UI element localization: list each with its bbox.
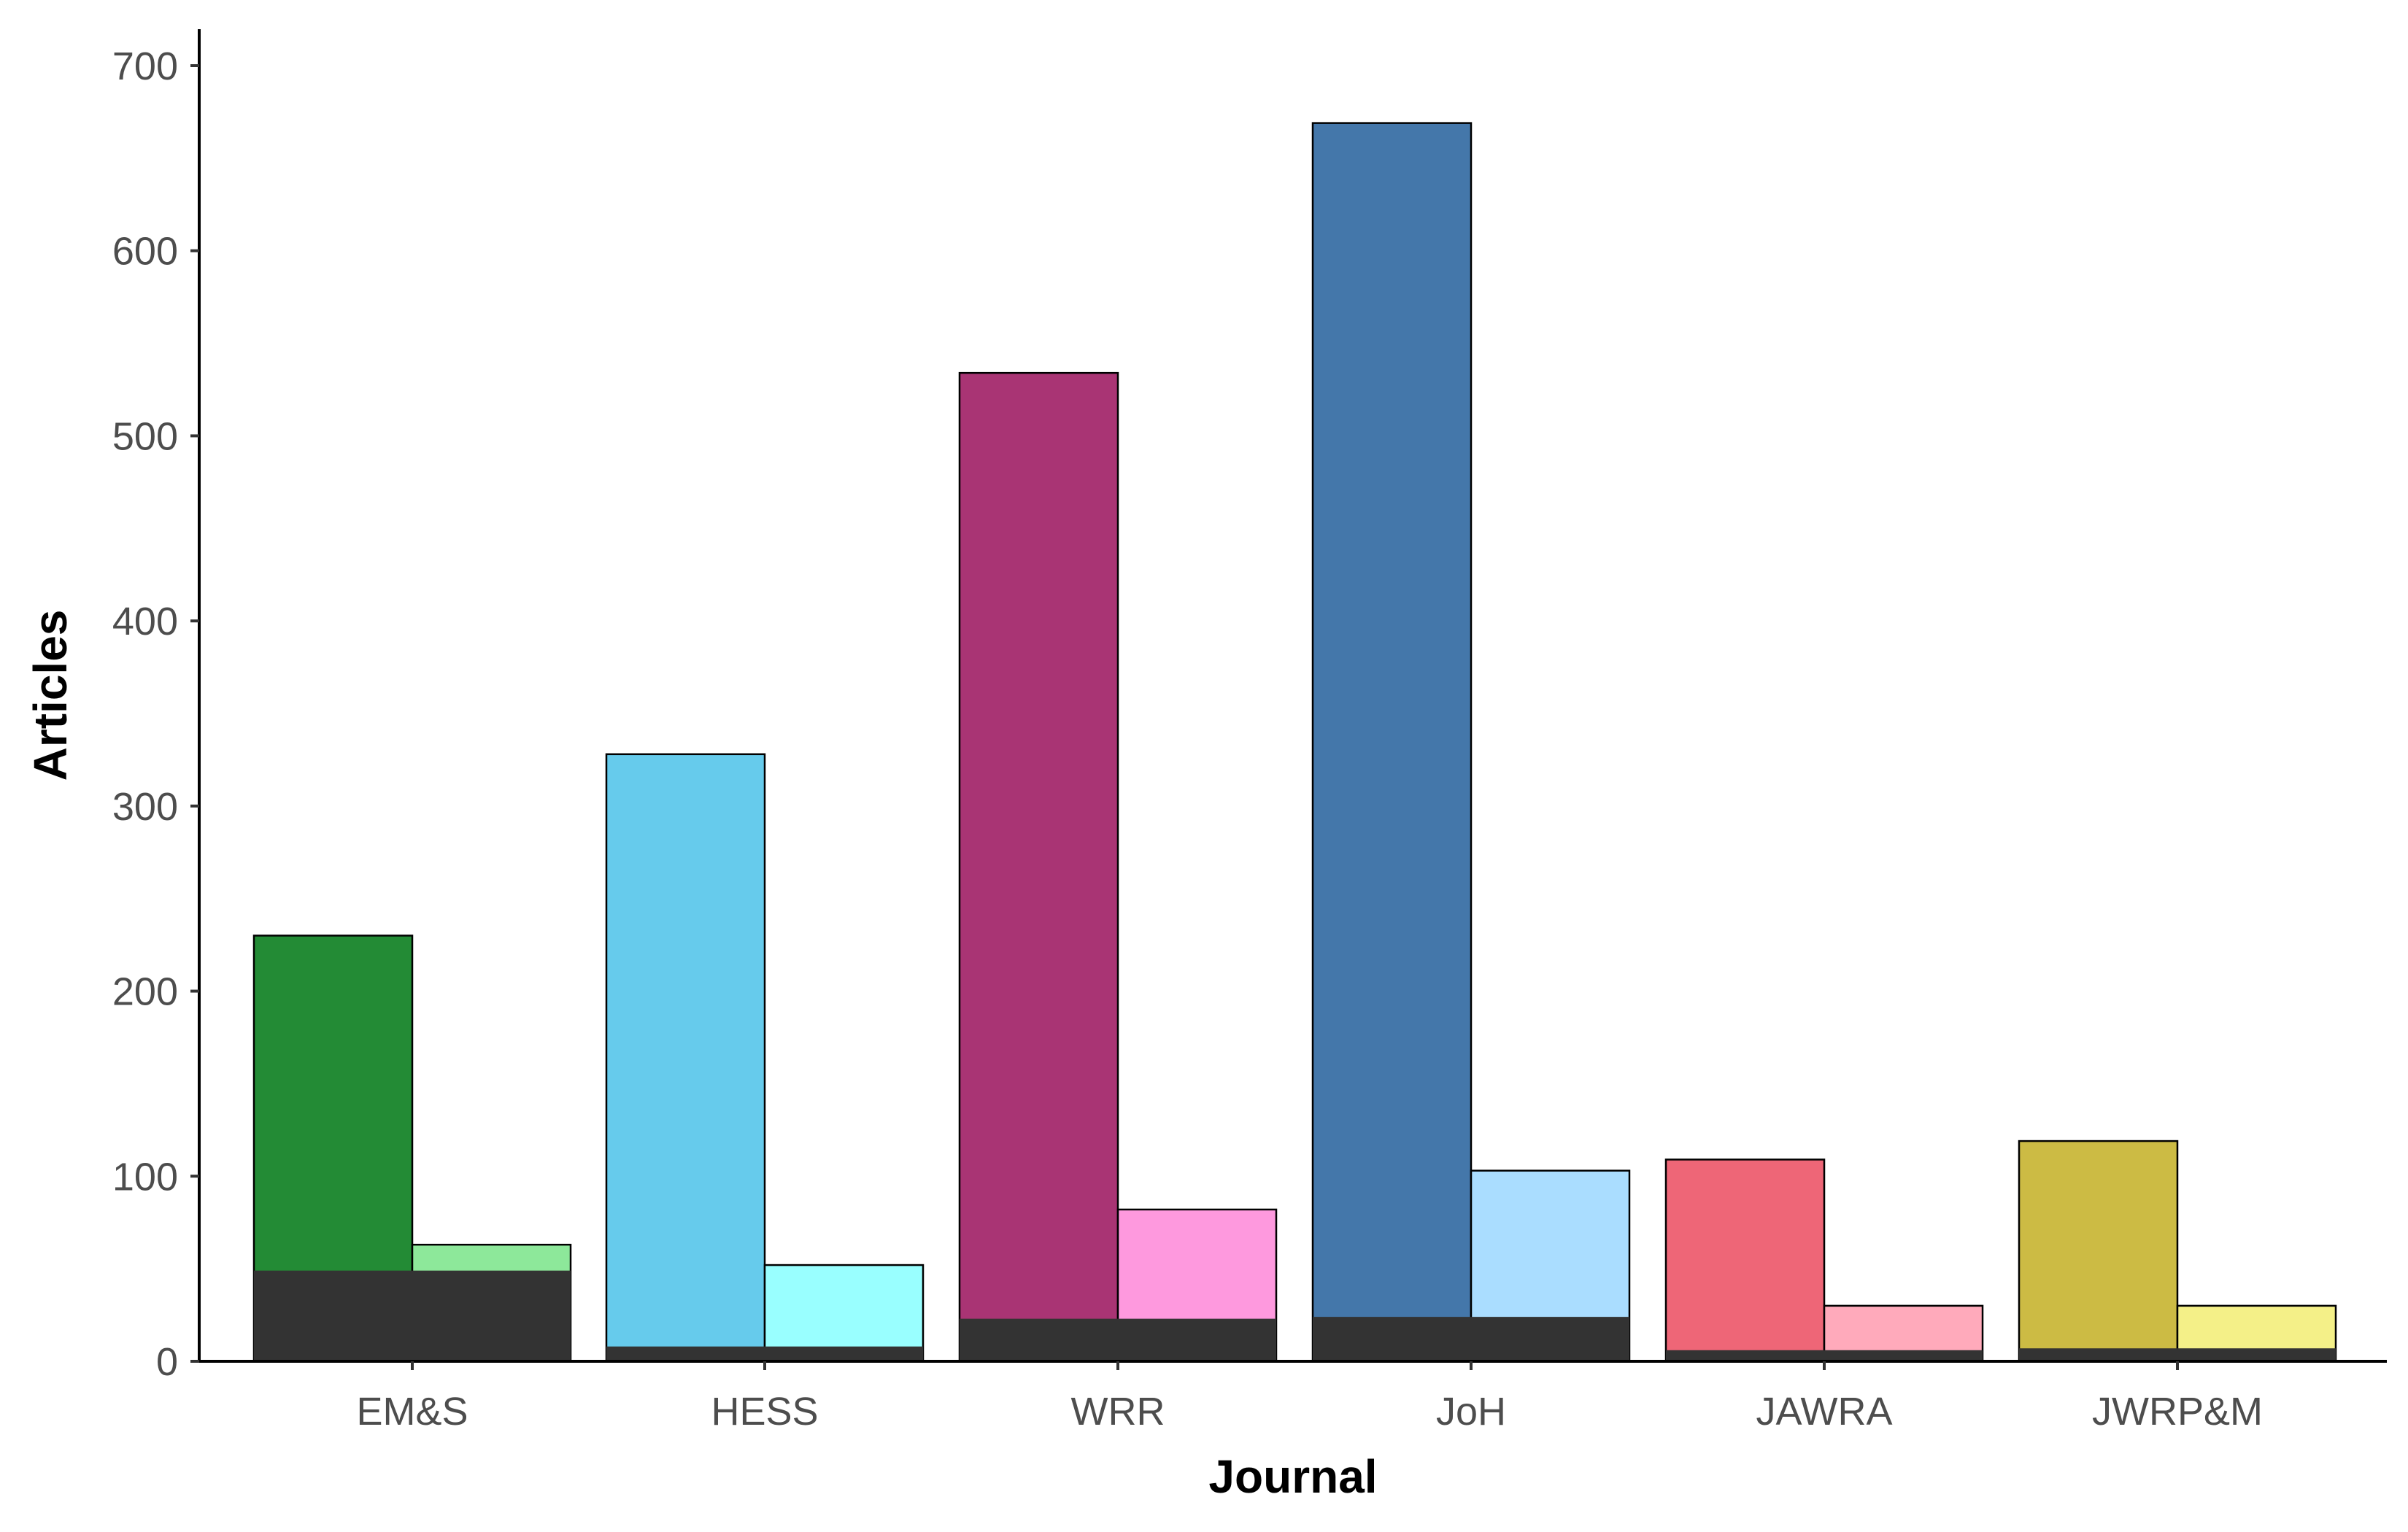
bar-primary-4 [1664, 1158, 1826, 1363]
x-tick-label-1: HESS [711, 1390, 818, 1434]
y-tick-label-6: 600 [112, 230, 178, 274]
y-axis-title: Articles [24, 610, 77, 781]
overlay-bar-1 [606, 1346, 923, 1361]
y-tick-label-1: 100 [112, 1155, 178, 1199]
y-tick-label-7: 700 [112, 45, 178, 88]
x-ticks: EM&S HESS WRR JoH JAWRA JWRP&M [356, 1361, 2263, 1434]
bar-primary-3 [1311, 122, 1473, 1363]
overlay-layer [254, 1270, 2336, 1361]
x-tick-label-4: JAWRA [1756, 1390, 1893, 1434]
y-tick-label-4: 400 [112, 600, 178, 643]
overlay-bar-2 [960, 1318, 1276, 1361]
overlay-bar-5 [2019, 1348, 2336, 1361]
overlay-bar-4 [1666, 1350, 1983, 1361]
y-tick-label-5: 500 [112, 414, 178, 458]
y-tick-label-0: 0 [156, 1340, 178, 1384]
bar-primary-2 [958, 371, 1119, 1363]
x-tick-label-3: JoH [1436, 1390, 1506, 1434]
overlay-bar-0 [254, 1270, 571, 1361]
y-ticks: 0 100 200 300 400 500 600 700 [112, 45, 199, 1384]
bar-primary-1 [605, 753, 766, 1363]
x-tick-label-2: WRR [1071, 1390, 1165, 1434]
overlay-bar-3 [1313, 1317, 1629, 1361]
bar-secondary-1 [763, 1264, 925, 1363]
y-tick-label-2: 200 [112, 970, 178, 1014]
x-tick-label-5: JWRP&M [2092, 1390, 2263, 1434]
bar-primary-5 [2018, 1140, 2179, 1363]
x-tick-label-0: EM&S [356, 1390, 468, 1434]
y-tick-label-3: 300 [112, 785, 178, 829]
x-axis-title: Journal [1208, 1450, 1377, 1503]
bars-layer [252, 122, 2337, 1363]
